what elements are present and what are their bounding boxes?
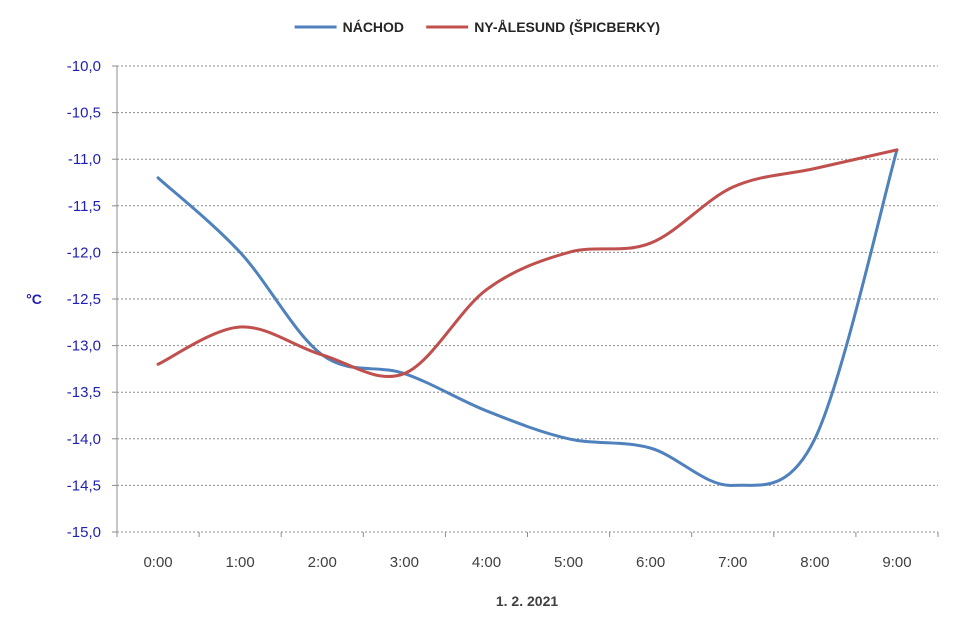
y-tick-label: -12,5 [67,291,101,308]
y-tick-label: -10,0 [67,58,101,75]
x-tick-label: 5:00 [554,554,583,571]
y-tick-label: -13,0 [67,338,101,355]
legend-label-1: NÁCHOD [343,19,404,35]
y-tick-label: -15,0 [67,524,101,541]
y-tick-label: -12,0 [67,244,101,261]
y-tick-label: -11,5 [68,198,101,215]
legend: NÁCHOD NY-ÅLESUND (ŠPICBERKY) [294,18,660,35]
y-tick-label: -13,5 [67,384,101,401]
x-tick-label: 9:00 [882,554,911,571]
x-tick-label: 2:00 [308,554,337,571]
y-axis-title: °C [26,291,42,307]
x-tick-label: 1:00 [226,554,255,571]
x-tick-label: 7:00 [718,554,747,571]
axis-layer: -10,0 -10,5 -11,0 -11,5 -12,0 -12,5 -13,0 -13,5… [67,58,939,571]
x-tick-label: 4:00 [472,554,501,571]
x-tick-label: 3:00 [390,554,419,571]
series-line-2 [156,148,899,379]
y-tick-label: -10,5 [67,105,101,122]
x-tick-label: 6:00 [636,554,665,571]
grid-layer [117,65,938,533]
series-line-1 [156,148,899,487]
x-tick-label: 0:00 [143,554,172,571]
x-tick-label: 8:00 [800,554,829,571]
y-tick-label: -11,0 [68,151,101,168]
series-layer [156,148,899,487]
x-axis-title: 1. 2. 2021 [496,593,558,609]
legend-label-2: NY-ÅLESUND (ŠPICBERKY) [474,18,660,35]
y-tick-label: -14,0 [67,431,101,448]
y-tick-label: -14,5 [67,477,101,494]
